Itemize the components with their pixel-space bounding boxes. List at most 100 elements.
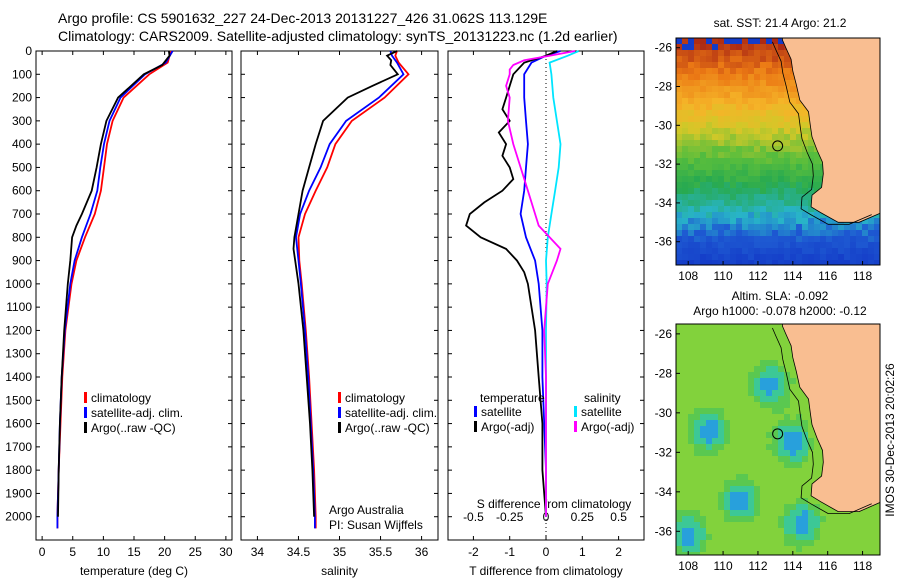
legend-label: satellite (581, 405, 622, 419)
x-tick-label: 25 (189, 545, 203, 559)
depth-tick-label: 300 (12, 114, 32, 128)
x-tick-label: 0 (39, 545, 46, 559)
x-tick-label: 10 (97, 545, 111, 559)
annotation-text: PI: Susan Wijffels (329, 518, 423, 532)
latitude-tick-label: -34 (655, 196, 673, 210)
x-tick-label: 34 (251, 545, 265, 559)
x-tick-label: -1 (504, 545, 515, 559)
legend-label: satellite (481, 405, 522, 419)
series-line (57, 50, 171, 517)
legend-swatch (338, 392, 341, 403)
x-tick-label: 5 (69, 545, 76, 559)
legend-label: Argo(-adj) (581, 420, 634, 434)
legend-swatch (84, 422, 87, 433)
sla-map-subtitle: Argo h1000: -0.078 h2000: -0.12 (693, 304, 867, 318)
sst-map-frame (675, 37, 881, 266)
series-line (505, 50, 576, 517)
depth-tick-label: 0 (25, 44, 32, 58)
longitude-tick-label: 112 (748, 559, 767, 573)
salinity-diff-tick-label: -0.5 (463, 510, 484, 524)
legend-title: salinity (584, 391, 621, 405)
depth-tick-label: 200 (12, 91, 32, 105)
sla-map-title: Altim. SLA: -0.092 (732, 289, 829, 303)
latitude-tick-label: -28 (655, 366, 673, 380)
longitude-tick-label: 110 (714, 559, 733, 573)
sst-map-title: sat. SST: 21.4 Argo: 21.2 (714, 16, 847, 30)
x-tick-label: 36 (415, 545, 429, 559)
land-mass (782, 38, 880, 223)
longitude-tick-label: 110 (714, 269, 733, 283)
x-tick-label: 35.5 (369, 545, 393, 559)
depth-tick-label: 1300 (5, 347, 32, 361)
latitude-tick-label: -36 (655, 524, 673, 538)
depth-tick-label: 800 (12, 230, 32, 244)
depth-tick-label: 2000 (5, 510, 32, 524)
depth-tick-label: 100 (12, 67, 32, 81)
depth-tick-label: 1500 (5, 393, 32, 407)
longitude-tick-label: 114 (783, 559, 802, 573)
depth-tick-label: 1400 (5, 370, 32, 384)
legend-label: satellite-adj. clim. (345, 406, 437, 420)
salinity-diff-tick-label: 0.5 (610, 510, 627, 524)
temperature-profile-xlabel: temperature (deg C) (80, 564, 188, 578)
header-line-1: Argo profile: CS 5901632_227 24-Dec-2013… (58, 10, 548, 26)
sla-map-field (676, 324, 880, 555)
legend-title: temperature (480, 391, 545, 405)
argo-location-marker (772, 428, 784, 440)
legend-swatch (338, 407, 341, 418)
depth-tick-label: 1000 (5, 277, 32, 291)
legend-label: Argo(-adj) (481, 420, 534, 434)
depth-tick-label: 1900 (5, 486, 32, 500)
latitude-tick-label: -26 (655, 41, 673, 55)
latitude-tick-label: -30 (655, 406, 673, 420)
latitude-tick-label: -26 (655, 327, 673, 341)
depth-tick-label: 1100 (6, 300, 32, 314)
legend-swatch (84, 407, 87, 418)
legend-swatch (84, 392, 87, 403)
x-tick-label: -2 (468, 545, 479, 559)
depth-tick-label: 400 (12, 137, 32, 151)
argo-location-marker (772, 140, 784, 152)
legend-swatch (574, 421, 577, 432)
latitude-tick-label: -34 (655, 485, 673, 499)
x-tick-label: 35 (333, 545, 347, 559)
depth-tick-label: 1600 (5, 417, 32, 431)
longitude-tick-label: 118 (853, 269, 872, 283)
sla-map-frame (675, 323, 881, 556)
series-line (292, 50, 400, 517)
series-line (519, 50, 561, 517)
legend-label: Argo(..raw -QC) (345, 421, 430, 435)
salinity-diff-tick-label: 0 (543, 510, 550, 524)
temperature-profile-frame (35, 50, 233, 541)
x-tick-label: 30 (219, 545, 233, 559)
salinity-diff-tick-label: -0.25 (496, 510, 524, 524)
salinity-profile-xlabel: salinity (321, 564, 358, 578)
latitude-tick-label: -32 (655, 445, 673, 459)
depth-contour (772, 327, 872, 514)
depth-tick-label: 500 (12, 160, 32, 174)
longitude-tick-label: 116 (818, 559, 837, 573)
series-line (465, 50, 558, 517)
depth-contour (772, 41, 872, 225)
longitude-tick-label: 112 (748, 269, 767, 283)
longitude-tick-label: 118 (853, 559, 872, 573)
legend-swatch (474, 406, 477, 417)
latitude-tick-label: -36 (655, 235, 673, 249)
legend-label: climatology (91, 391, 151, 405)
land-mass (782, 324, 880, 513)
depth-tick-label: 600 (12, 184, 32, 198)
x-tick-label: 0 (543, 545, 550, 559)
legend-label: satellite-adj. clim. (91, 406, 183, 420)
longitude-tick-label: 108 (678, 559, 698, 573)
header-line-2: Climatology: CARS2009. Satellite-adjuste… (58, 28, 618, 44)
longitude-tick-label: 116 (818, 269, 837, 283)
longitude-tick-label: 108 (678, 269, 698, 283)
x-tick-label: 2 (615, 545, 622, 559)
salinity-profile-frame (240, 50, 439, 541)
legend-swatch (338, 422, 341, 433)
legend-label: Argo(..raw -QC) (91, 421, 176, 435)
salinity-diff-tick-label: 0.25 (571, 510, 595, 524)
x-tick-label: 1 (579, 545, 586, 559)
x-tick-label: 34.5 (287, 545, 311, 559)
depth-tick-label: 900 (12, 254, 32, 268)
